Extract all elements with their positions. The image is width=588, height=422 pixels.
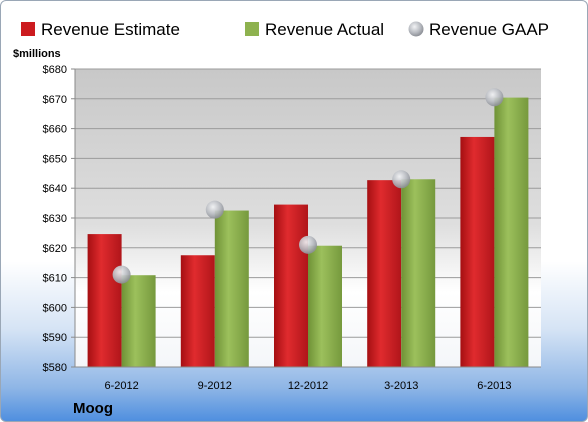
legend-swatch-1 xyxy=(245,22,259,36)
bar-estimate xyxy=(180,255,215,367)
gaap-marker xyxy=(112,265,131,284)
x-tick-label: 12-2012 xyxy=(288,380,328,392)
x-tick-label: 6-2013 xyxy=(477,380,511,392)
legend-label-0: Revenue Estimate xyxy=(41,20,180,39)
bar-estimate xyxy=(87,234,122,367)
bar-actual xyxy=(308,245,342,367)
legend-label-1: Revenue Actual xyxy=(265,20,384,39)
y-tick-label: $630 xyxy=(43,213,67,225)
company-name: Moog xyxy=(73,400,113,417)
bars xyxy=(87,97,529,367)
y-tick-label: $620 xyxy=(43,243,67,255)
legend-swatch-2 xyxy=(408,21,424,37)
gaap-marker xyxy=(485,88,504,107)
y-tick-label: $660 xyxy=(43,124,67,136)
y-tick-label: $680 xyxy=(43,64,67,76)
y-axis: $580 $590 $600 $610 $620 $630 $640 $650 $660 $670… xyxy=(43,64,76,374)
legend: Revenue Estimate Revenue Actual Revenue GA… xyxy=(21,20,549,39)
y-unit-label: $millions xyxy=(13,48,61,60)
y-tick-label: $580 xyxy=(43,362,67,374)
bar-actual xyxy=(401,179,436,367)
y-tick-label: $590 xyxy=(43,332,67,344)
y-tick-label: $610 xyxy=(43,273,67,285)
bar-actual xyxy=(494,97,529,367)
x-tick-label: 6-2012 xyxy=(104,380,138,392)
x-axis: 6-2012 9-2012 12-2012 3-2013 6-2013 xyxy=(75,366,541,392)
y-tick-label: $600 xyxy=(43,302,67,314)
gaap-marker xyxy=(299,235,317,254)
gaap-marker xyxy=(392,170,411,189)
bar-estimate xyxy=(367,180,402,367)
gaap-markers xyxy=(112,88,504,284)
bar-estimate xyxy=(460,136,495,367)
y-tick-label: $650 xyxy=(43,153,67,165)
bar-actual xyxy=(121,275,156,367)
bar-estimate xyxy=(274,204,308,367)
x-tick-label: 9-2012 xyxy=(198,380,232,392)
y-tick-label: $670 xyxy=(43,94,67,106)
legend-label-2: Revenue GAAP xyxy=(429,20,549,39)
legend-swatch-0 xyxy=(21,22,35,36)
x-tick-label: 3-2013 xyxy=(384,380,418,392)
bar-actual xyxy=(214,210,249,367)
y-tick-label: $640 xyxy=(43,183,67,195)
gaap-marker xyxy=(205,200,224,219)
